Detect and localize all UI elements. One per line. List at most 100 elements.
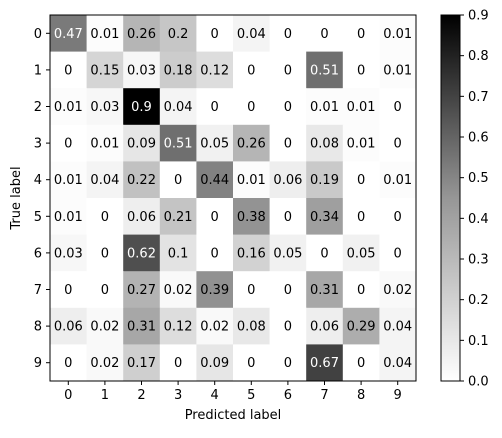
cell-value-label: 0.18 (164, 63, 193, 78)
heatmap-cell (269, 161, 307, 199)
heatmap-cell (306, 51, 344, 89)
cell-value-label: 0.31 (127, 320, 156, 335)
y-tick-label: 7 (34, 283, 42, 298)
cell-value-label: 0.06 (127, 210, 156, 225)
cell-value-label: 0.03 (127, 63, 156, 78)
cell-value-label: 0.03 (90, 100, 119, 115)
heatmap-cell (233, 161, 271, 199)
heatmap-cell (342, 124, 380, 162)
heatmap-cell (159, 124, 197, 162)
cell-value-label: 0 (174, 356, 182, 371)
cell-value-label: 0 (211, 210, 219, 225)
y-tick-label: 6 (34, 246, 42, 261)
cell-value-label: 0 (101, 210, 109, 225)
colorbar-tick-label: 0.5 (468, 171, 489, 186)
heatmap-cell (269, 271, 307, 309)
heatmap-cell (379, 198, 417, 236)
heatmap-cell (379, 271, 417, 309)
heatmap-cell (306, 198, 344, 236)
cell-value-label: 0 (211, 27, 219, 42)
cell-value-label: 0.9 (131, 100, 152, 115)
cell-value-label: 0.04 (237, 27, 266, 42)
cell-value-label: 0.01 (383, 63, 412, 78)
cell-value-label: 0 (394, 137, 402, 152)
cell-value-label: 0.62 (127, 246, 156, 261)
cell-value-label: 0 (357, 27, 365, 42)
cell-value-label: 0.06 (273, 173, 302, 188)
heatmap-cell (269, 344, 307, 382)
heatmap-cell (123, 51, 161, 89)
heatmap-cell (306, 15, 344, 53)
heatmap-cell (269, 198, 307, 236)
heatmap-cell (123, 124, 161, 162)
cell-value-label: 0.02 (90, 356, 119, 371)
cell-value-label: 0.02 (200, 320, 229, 335)
cell-value-label: 0.04 (383, 320, 412, 335)
colorbar-tick-label: 0.4 (468, 212, 489, 227)
colorbar-tick-label: 0.0 (468, 375, 489, 390)
heatmap-cell (233, 124, 271, 162)
cell-value-label: 0.27 (127, 283, 156, 298)
heatmap-cell (86, 234, 124, 272)
heatmap-cell (233, 198, 271, 236)
heatmap-cell (123, 15, 161, 53)
heatmap-cell (123, 88, 161, 126)
y-tick-label: 0 (34, 27, 42, 42)
heatmap-cell (342, 344, 380, 382)
y-tick-label: 3 (34, 137, 42, 152)
cell-value-label: 0 (247, 356, 255, 371)
cell-value-label: 0.47 (54, 27, 83, 42)
cell-value-label: 0 (284, 283, 292, 298)
heatmap-cell (233, 307, 271, 345)
heatmap-cell (196, 271, 234, 309)
heatmap-cell (379, 88, 417, 126)
cell-value-label: 0.04 (383, 356, 412, 371)
cell-value-label: 0.01 (90, 137, 119, 152)
cell-value-label: 0 (284, 210, 292, 225)
heatmap-cell (123, 234, 161, 272)
cell-value-label: 0.02 (383, 283, 412, 298)
cell-value-label: 0.01 (54, 173, 83, 188)
x-tick-label: 5 (247, 388, 255, 403)
heatmap-cell (159, 271, 197, 309)
heatmap-cell (86, 161, 124, 199)
cell-value-label: 0 (284, 100, 292, 115)
cell-value-label: 0 (394, 210, 402, 225)
cell-value-label: 0 (64, 137, 72, 152)
cell-value-label: 0.05 (273, 246, 302, 261)
heatmap-cell (306, 344, 344, 382)
cell-value-label: 0 (357, 356, 365, 371)
cell-value-label: 0.29 (347, 320, 376, 335)
heatmap-cell (306, 124, 344, 162)
heatmap-cell (50, 88, 88, 126)
heatmap-cell (50, 307, 88, 345)
heatmap-cell (342, 234, 380, 272)
cell-value-label: 0.31 (310, 283, 339, 298)
cell-value-label: 0 (357, 210, 365, 225)
cell-value-label: 0.2 (168, 27, 189, 42)
heatmap-cell (196, 307, 234, 345)
cell-value-label: 0.22 (127, 173, 156, 188)
heatmap-cell (86, 88, 124, 126)
heatmap-cell (123, 161, 161, 199)
colorbar-tick-label: 0.7 (468, 90, 489, 105)
cell-value-label: 0 (247, 100, 255, 115)
cell-value-label: 0.51 (164, 137, 193, 152)
cell-value-label: 0 (247, 283, 255, 298)
cell-value-label: 0.06 (54, 320, 83, 335)
x-axis-label: Predicted label (185, 408, 282, 423)
cell-value-label: 0 (284, 27, 292, 42)
heatmap-cell (159, 198, 197, 236)
cell-value-label: 0.05 (200, 137, 229, 152)
cell-value-label: 0 (174, 173, 182, 188)
heatmap-cell (86, 51, 124, 89)
cell-value-label: 0.16 (237, 246, 266, 261)
heatmap-cell (269, 15, 307, 53)
cell-value-label: 0 (211, 100, 219, 115)
colorbar-ticks: 0.0 0.1 0.2 0.3 0.4 0.5 0.6 0.7 0.8 0.9 (460, 9, 489, 390)
heatmap-cell (342, 51, 380, 89)
cell-value-label: 0.04 (90, 173, 119, 188)
colorbar (440, 14, 461, 382)
heatmap-cell (342, 15, 380, 53)
heatmap-cell (196, 88, 234, 126)
